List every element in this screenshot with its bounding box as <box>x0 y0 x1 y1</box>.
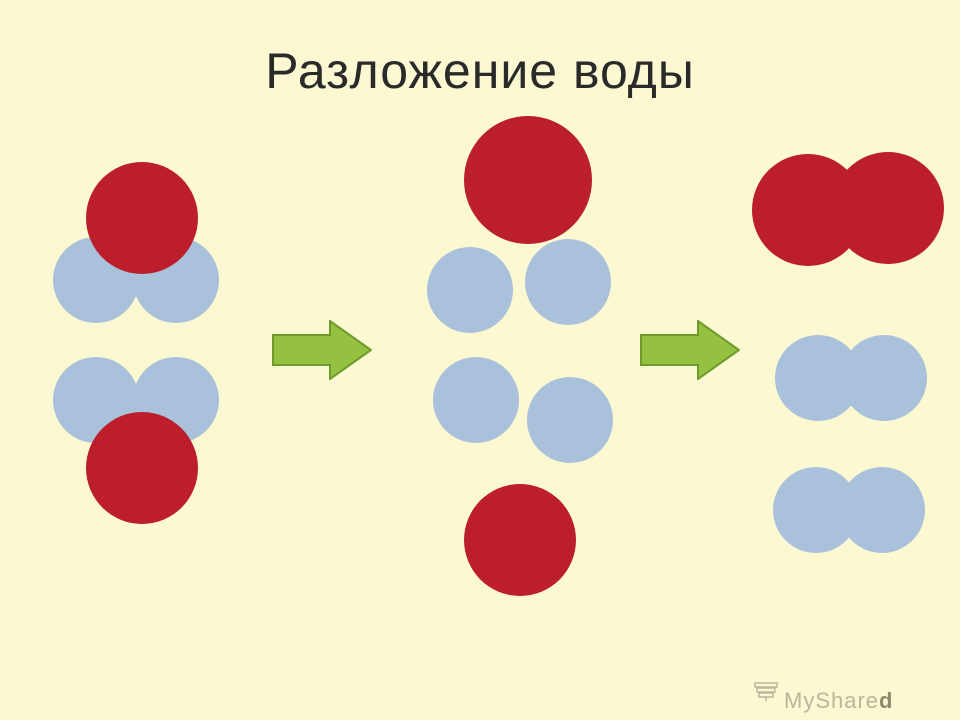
g1-red-top <box>86 162 198 274</box>
watermark-text: MyShare <box>784 688 879 713</box>
g2-blue-tr <box>525 239 611 325</box>
watermark-icon <box>754 682 778 702</box>
arrow-1 <box>272 320 372 380</box>
g2-red-top <box>464 116 592 244</box>
g1-red-bot <box>86 412 198 524</box>
g3-blue2-r <box>839 467 925 553</box>
g3-blue1-r <box>841 335 927 421</box>
g2-blue-bl <box>433 357 519 443</box>
g2-blue-br <box>527 377 613 463</box>
g2-red-bot <box>464 484 576 596</box>
page-title: Разложение воды <box>0 42 960 100</box>
g2-blue-tl <box>427 247 513 333</box>
diagram-stage: Разложение воды MyShared <box>0 0 960 720</box>
watermark: MyShared <box>784 688 894 714</box>
watermark-text-bold: d <box>879 688 893 713</box>
g3-red-r <box>832 152 944 264</box>
arrow-2 <box>640 320 740 380</box>
